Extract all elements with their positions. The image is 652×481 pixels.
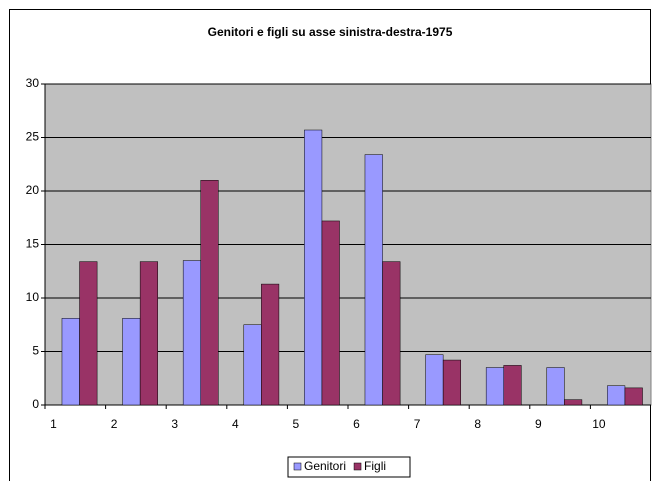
y-tick-label: 5 [32,344,39,358]
y-tick-label: 30 [26,76,40,90]
bar [304,129,323,406]
bar [624,387,643,406]
legend-box [287,456,411,478]
y-tick-label: 10 [26,290,40,304]
x-tick-label: 10 [592,417,606,431]
y-tick-label: 0 [32,397,39,411]
bar [503,365,522,406]
x-tick-label: 6 [353,417,360,431]
bar [261,283,280,406]
bar [442,359,461,406]
bar [364,154,383,406]
bar [382,261,401,406]
bar [61,318,80,406]
x-tick-label: 3 [171,417,178,431]
bar [79,261,98,406]
bar [182,260,201,406]
bar [485,367,504,406]
legend-swatch [353,462,362,471]
x-tick-label: 1 [50,417,57,431]
bar [200,180,219,406]
x-tick-label: 8 [474,417,481,431]
x-tick-label: 7 [414,417,421,431]
x-tick-label: 9 [535,417,542,431]
y-tick-label: 15 [26,237,40,251]
bar [546,367,565,406]
bar [243,324,262,406]
bar [321,220,340,406]
y-tick-label: 20 [26,183,40,197]
legend-label: Figli [364,459,386,473]
bar [564,399,583,406]
legend-label: Genitori [304,459,346,473]
bar [425,354,444,406]
x-tick-label: 4 [232,417,239,431]
legend-swatch [293,462,302,471]
x-tick-label: 2 [111,417,118,431]
chart-title: Genitori e figli su asse sinistra-destra… [208,25,453,39]
bar [139,261,158,406]
x-tick-label: 5 [293,417,300,431]
bar [122,318,141,406]
y-tick-label: 25 [26,130,40,144]
bar [607,385,626,406]
